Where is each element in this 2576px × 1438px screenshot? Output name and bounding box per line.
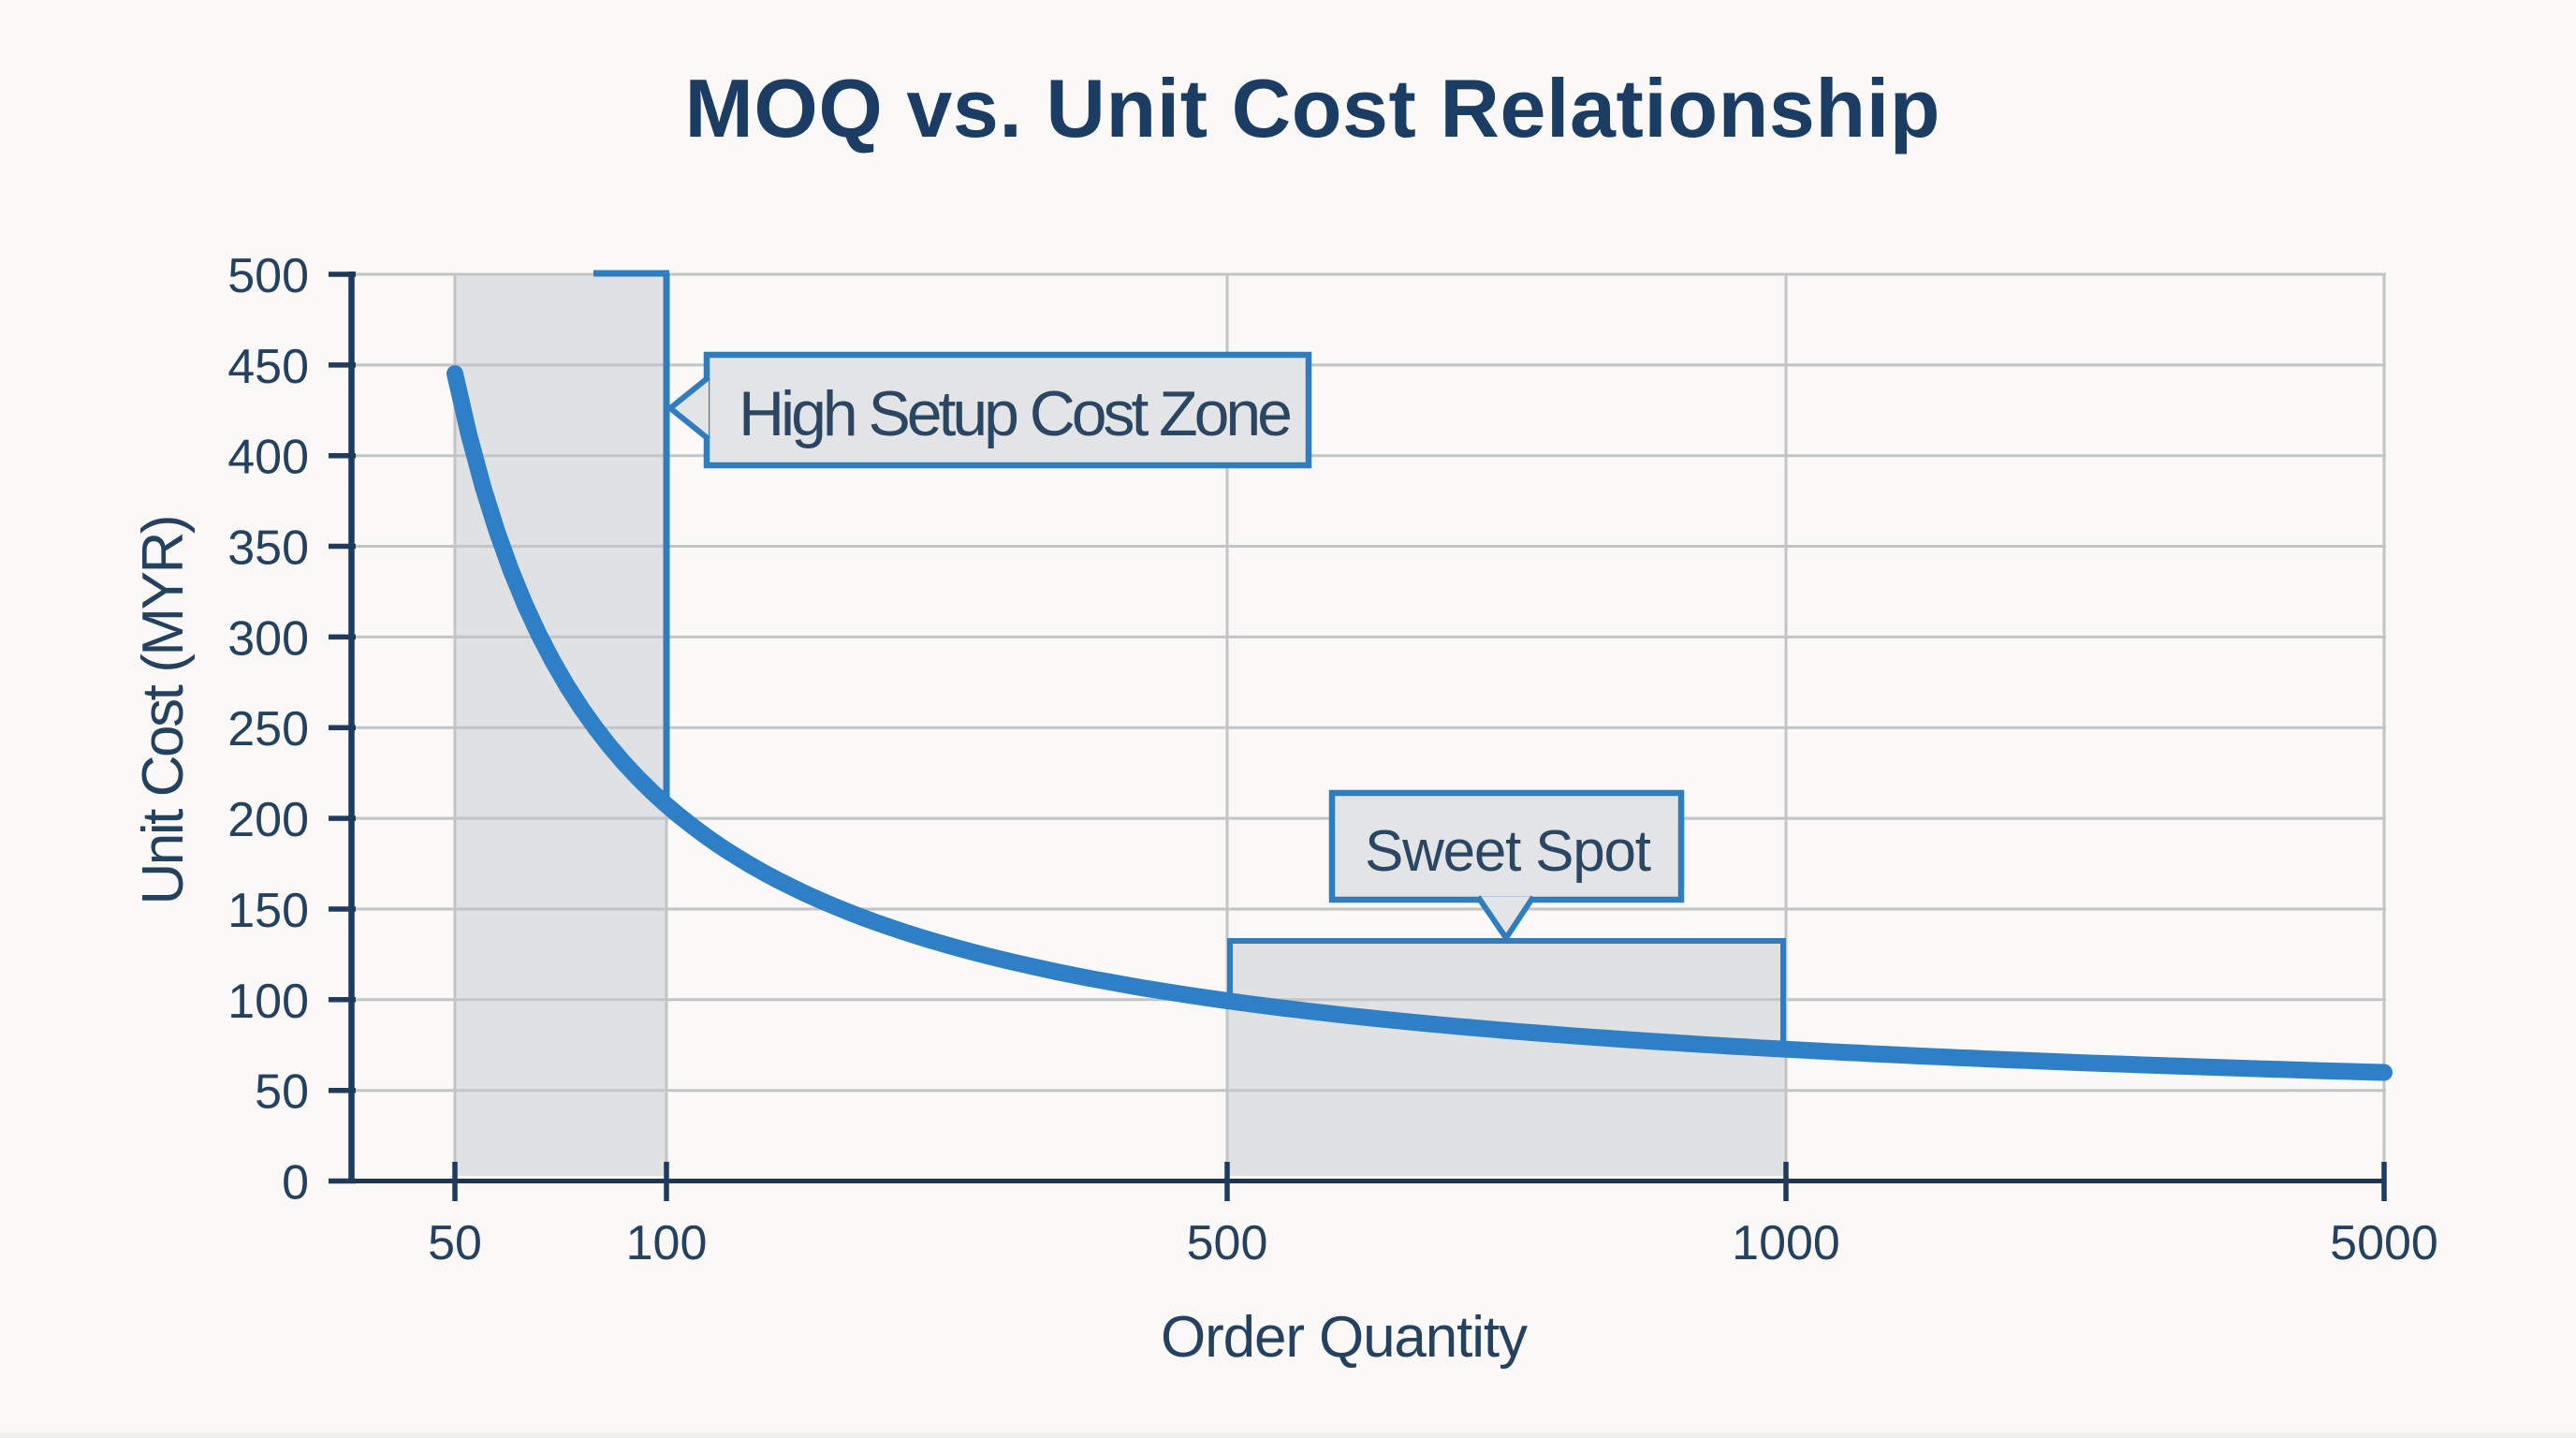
svg-text:450: 450	[227, 340, 309, 394]
svg-text:1000: 1000	[1732, 1216, 1840, 1270]
svg-text:500: 500	[1187, 1216, 1268, 1270]
svg-text:100: 100	[227, 975, 309, 1029]
svg-text:350: 350	[227, 521, 309, 576]
svg-text:High Setup Cost Zone: High Setup Cost Zone	[739, 378, 1293, 449]
svg-text:400: 400	[227, 431, 309, 485]
svg-text:200: 200	[227, 793, 309, 847]
svg-text:500: 500	[227, 249, 309, 303]
svg-text:Sweet Spot: Sweet Spot	[1365, 819, 1651, 884]
svg-text:100: 100	[626, 1216, 708, 1270]
svg-text:150: 150	[227, 884, 309, 938]
svg-text:Unit Cost (MYR): Unit Cost (MYR)	[131, 515, 196, 905]
svg-text:MOQ vs. Unit Cost Relationship: MOQ vs. Unit Cost Relationship	[685, 62, 1940, 154]
svg-text:5000: 5000	[2330, 1216, 2438, 1270]
svg-text:250: 250	[227, 702, 309, 756]
svg-text:300: 300	[227, 611, 309, 666]
svg-text:50: 50	[428, 1216, 482, 1270]
svg-text:50: 50	[255, 1065, 309, 1120]
svg-text:0: 0	[282, 1156, 309, 1211]
svg-text:Order Quantity: Order Quantity	[1161, 1305, 1528, 1370]
